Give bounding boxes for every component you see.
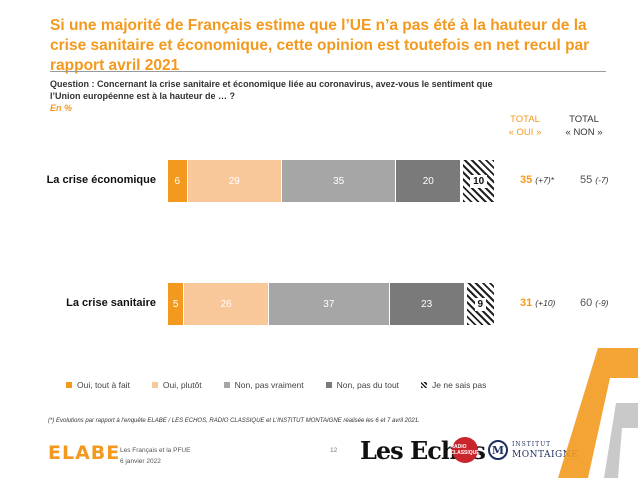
legend-label: Je ne sais pas: [432, 380, 487, 390]
question-text: Question : Concernant la crise sanitaire…: [50, 79, 493, 101]
total-oui-number: 31: [520, 297, 536, 309]
institut-montaigne-logo-icon: M: [488, 440, 508, 460]
bar-segment: 26: [184, 283, 270, 325]
data-label: 35: [333, 175, 345, 187]
legend-swatch: [223, 382, 230, 388]
unit-label: En %: [50, 103, 73, 113]
total-non-number: 60: [580, 297, 596, 309]
legend-swatch: [325, 382, 332, 388]
footnote: (*) Evolutions par rapport à l’enquête E…: [48, 418, 420, 424]
total-oui-header-line2: « OUI »: [508, 127, 542, 138]
bar-segment: 5: [168, 283, 185, 325]
bar-segment: 9: [464, 283, 494, 325]
bar-segment: 35: [282, 160, 397, 202]
decorative-triangle-icon: [558, 348, 638, 478]
legend-label: Oui, tout à fait: [77, 380, 130, 390]
total-non-value: 60 (-9): [580, 297, 609, 309]
total-non-value: 55 (-7): [580, 174, 609, 186]
total-oui-header: TOTAL « OUI »: [500, 113, 550, 139]
legend-item: Je ne sais pas: [421, 380, 486, 390]
title-divider: [50, 71, 606, 72]
row-label: La crise sanitaire: [66, 297, 156, 309]
legend-item: Non, pas du tout: [325, 380, 400, 390]
bar-segment: 20: [396, 160, 462, 202]
legend-item: Oui, plutôt: [151, 380, 202, 390]
legend-swatch: [151, 382, 158, 388]
data-label: 23: [421, 298, 433, 310]
legend-label: Oui, plutôt: [162, 380, 202, 390]
data-label: 6: [174, 175, 181, 187]
legend-label: Non, pas vraiment: [234, 380, 304, 390]
data-label: 20: [422, 175, 434, 187]
footer-study: Les Français et la PFUE: [120, 447, 191, 454]
page-number: 12: [330, 447, 338, 454]
footer-meta: Les Français et la PFUE 6 janvier 2022: [120, 445, 190, 467]
data-label: 37: [323, 298, 335, 310]
total-non-header: TOTAL « NON »: [558, 113, 610, 139]
total-non-evolution: (-9): [595, 298, 609, 308]
total-non-header-line2: « NON »: [565, 127, 603, 138]
bar-segment: 6: [168, 160, 188, 202]
bar-segment: 10: [461, 160, 494, 202]
data-label: 5: [172, 298, 179, 310]
bar-segment: 29: [187, 160, 283, 202]
radio-classique-logo: RADIO CLASSIQUE: [450, 437, 480, 463]
legend-swatch: [421, 382, 428, 388]
stacked-bar: 6 29 35 20 10: [168, 160, 494, 202]
stacked-bar: 5 26 37 23 9: [168, 283, 494, 325]
row-label: La crise économique: [46, 174, 156, 186]
legend-swatch: [66, 382, 72, 388]
bar-segment: 37: [269, 283, 390, 325]
bar-segment: 23: [389, 283, 465, 325]
total-oui-number: 35: [520, 174, 536, 186]
data-label: 9: [474, 297, 487, 311]
total-oui-evolution: (+10): [535, 298, 556, 308]
legend-item: Non, pas vraiment: [223, 380, 304, 390]
footer-date: 6 janvier 2022: [120, 458, 161, 465]
total-oui-value: 31 (+10): [520, 297, 555, 309]
legend-label: Non, pas du tout: [336, 380, 400, 390]
total-oui-value: 35 (+7)*: [520, 174, 554, 186]
chart-legend: Oui, tout à fait Oui, plutôt Non, pas vrai…: [66, 380, 508, 390]
institut-montaigne-logo-text: INSTITUT MONTAIGNE: [512, 440, 578, 460]
page-title: Si une majorité de Français estime que l…: [50, 17, 590, 74]
total-oui-header-line1: TOTAL: [510, 114, 540, 125]
total-oui-evolution: (+7)*: [535, 175, 554, 185]
legend-item: Oui, tout à fait: [66, 380, 130, 390]
total-non-number: 55: [580, 174, 596, 186]
data-label: 29: [228, 175, 240, 187]
data-label: 26: [220, 298, 232, 310]
elabe-logo: ELABE: [48, 442, 121, 464]
institut-montaigne-line2: MONTAIGNE: [512, 450, 579, 460]
total-non-evolution: (-7): [595, 175, 609, 185]
institut-montaigne-line1: INSTITUT: [512, 441, 552, 448]
total-non-header-line1: TOTAL: [569, 114, 599, 125]
data-label: 10: [470, 174, 488, 188]
